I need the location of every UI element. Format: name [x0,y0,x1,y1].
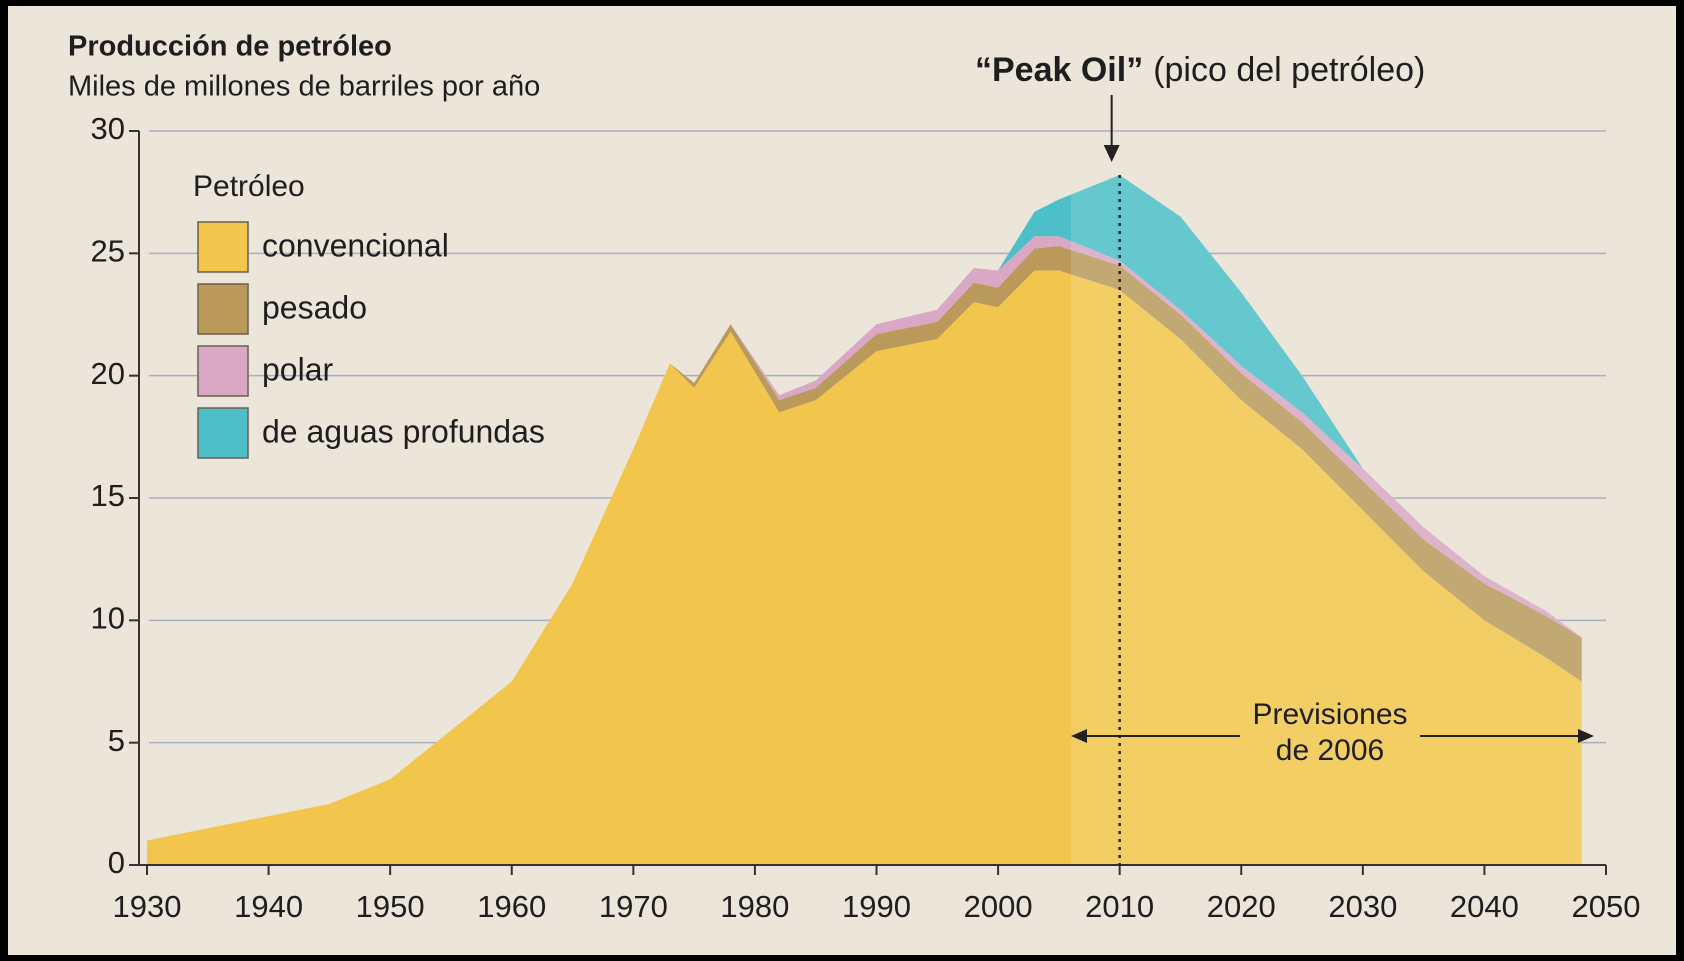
x-tick-label: 1930 [113,889,182,924]
peak-annotation-bold: “Peak Oil” [975,51,1143,89]
forecast-label: Previsiones [1252,698,1407,731]
legend-label: convencional [262,227,449,263]
x-tick-label: 1940 [234,889,303,924]
legend-swatch [197,407,249,459]
forecast-label: de 2006 [1276,734,1384,767]
y-tick-label: 20 [91,356,125,391]
x-tick-label: 1950 [356,889,425,924]
x-tick-label: 2010 [1085,889,1154,924]
y-tick-label: 30 [91,111,125,146]
forecast-arrowhead [1071,729,1088,743]
y-tick-label: 0 [108,845,125,880]
chart-title: Producción de petróleo [68,31,392,63]
x-tick-label: 2050 [1572,889,1641,924]
chart-subtitle: Miles de millones de barriles por año [68,71,540,103]
x-tick-label: 1990 [842,889,911,924]
legend-swatch [197,221,249,273]
legend-swatch [197,345,249,397]
area [147,270,1582,866]
x-tick-label: 1960 [477,889,546,924]
x-tick-label: 1980 [720,889,789,924]
y-tick-label: 15 [91,478,125,513]
peak-annotation: “Peak Oil” (pico del petróleo) [975,51,1425,89]
x-tick-label: 2030 [1328,889,1397,924]
y-tick-label: 10 [91,601,125,636]
x-tick-label: 2020 [1207,889,1276,924]
forecast-arrowhead [1578,729,1594,743]
peak-annotation-text: (pico del petróleo) [1153,51,1425,89]
legend-label: de aguas profundas [262,413,545,449]
x-tick-label: 2040 [1450,889,1519,924]
forecast-shade [1071,175,1582,865]
y-tick-label: 25 [91,234,125,269]
legend-label: polar [262,351,334,387]
peak-arrowhead [1103,145,1120,162]
legend-title: Petróleo [193,170,305,203]
area [147,175,1582,841]
legend-swatch [197,283,249,335]
legend-label: pesado [262,289,367,325]
x-tick-label: 1970 [599,889,668,924]
y-tick-label: 5 [108,723,125,758]
x-tick-label: 2000 [964,889,1033,924]
